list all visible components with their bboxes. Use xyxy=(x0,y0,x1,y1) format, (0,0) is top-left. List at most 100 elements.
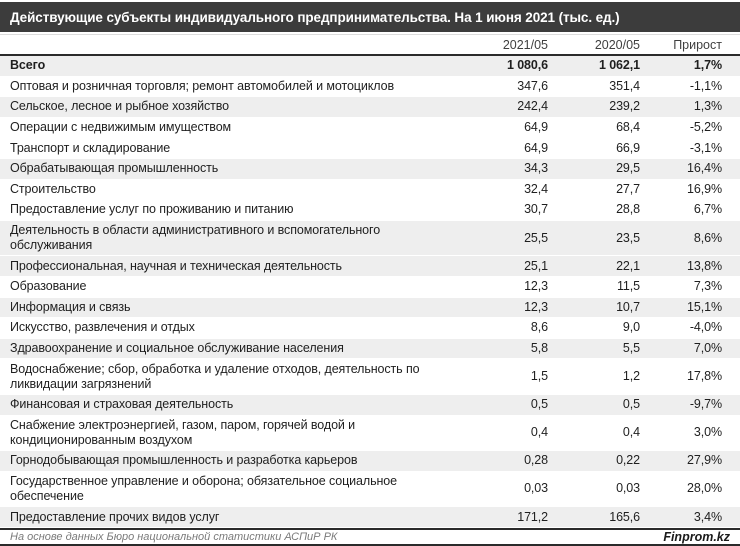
value-growth: 27,9% xyxy=(687,453,722,468)
value-growth: -3,1% xyxy=(689,140,722,155)
data-table: Всего 1 080,6 1 062,1 1,7% Оптовая и роз… xyxy=(0,56,740,530)
value-2020-05: 66,9 xyxy=(616,140,640,155)
table-row: Государственное управление и оборона; об… xyxy=(0,472,740,508)
row-label: Профессиональная, научная и техническая … xyxy=(10,258,342,273)
row-label: Образование xyxy=(10,279,87,294)
value-growth: 7,0% xyxy=(693,341,722,356)
table-row: Предоставление услуг по проживанию и пит… xyxy=(0,200,740,221)
value-growth: 3,0% xyxy=(693,425,722,440)
value-2020-05: 23,5 xyxy=(616,230,640,245)
value-growth: -5,2% xyxy=(689,120,722,135)
table-row: Оптовая и розничная торговля; ремонт авт… xyxy=(0,77,740,98)
value-2021-05: 5,8 xyxy=(530,341,548,356)
value-growth: -4,0% xyxy=(689,320,722,335)
value-growth: 1,3% xyxy=(693,99,722,114)
value-2020-05: 1,2 xyxy=(622,369,640,384)
value-2020-05: 27,7 xyxy=(616,181,640,196)
table-row: Строительство 32,4 27,7 16,9% xyxy=(0,180,740,201)
row-label: Снабжение электроэнергией, газом, паром,… xyxy=(10,417,356,447)
value-2020-05: 11,5 xyxy=(616,279,640,294)
value-2020-05: 0,4 xyxy=(622,425,640,440)
brand-logo-text: Finprom.kz xyxy=(663,529,730,544)
row-label: Информация и связь xyxy=(10,299,131,314)
row-label: Сельское, лесное и рыбное хозяйство xyxy=(10,99,230,114)
value-2020-05: 29,5 xyxy=(616,161,640,176)
table-row: Информация и связь 12,3 10,7 15,1% xyxy=(0,297,740,319)
value-2021-05: 0,4 xyxy=(530,425,548,440)
table-row: Всего 1 080,6 1 062,1 1,7% xyxy=(0,56,740,77)
value-growth: 15,1% xyxy=(687,299,722,314)
row-label: Строительство xyxy=(10,181,96,196)
table-row: Искусство, развлечения и отдых 8,6 9,0 -… xyxy=(0,318,740,339)
value-2020-05: 5,5 xyxy=(622,341,640,356)
value-2021-05: 0,28 xyxy=(524,453,548,468)
row-label: Предоставление прочих видов услуг xyxy=(10,509,220,524)
table-row: Сельское, лесное и рыбное хозяйство 242,… xyxy=(0,97,740,118)
row-label: Здравоохранение и социальное обслуживани… xyxy=(10,341,344,356)
value-2020-05: 28,8 xyxy=(616,202,640,217)
row-label: Финансовая и страховая деятельность xyxy=(10,397,234,412)
row-label: Всего xyxy=(10,58,46,73)
table-row: Операции с недвижимым имуществом 64,9 68… xyxy=(0,118,740,139)
table-row: Финансовая и страховая деятельность 0,5 … xyxy=(0,394,740,416)
value-2020-05: 351,4 xyxy=(609,78,640,93)
table-row: Горнодобывающая промышленность и разрабо… xyxy=(0,451,740,472)
value-growth: -1,1% xyxy=(689,78,722,93)
row-label: Операции с недвижимым имуществом xyxy=(10,120,232,135)
value-2021-05: 1,5 xyxy=(530,369,548,384)
value-2021-05: 64,9 xyxy=(524,120,548,135)
value-growth: 16,9% xyxy=(687,181,722,196)
divider-light xyxy=(0,34,740,35)
value-growth: 28,0% xyxy=(687,481,722,496)
row-label: Горнодобывающая промышленность и разрабо… xyxy=(10,453,358,468)
header-2021-05: 2021/05 xyxy=(502,37,548,52)
value-2021-05: 347,6 xyxy=(517,78,548,93)
row-label: Обрабатывающая промышленность xyxy=(10,161,219,176)
value-growth: 1,7% xyxy=(693,58,722,73)
value-growth: 16,4% xyxy=(687,161,722,176)
value-2020-05: 165,6 xyxy=(609,509,640,524)
value-2020-05: 68,4 xyxy=(616,120,640,135)
table-row: Профессиональная, научная и техническая … xyxy=(0,256,740,277)
row-label: Транспорт и складирование xyxy=(10,140,171,155)
value-2021-05: 12,3 xyxy=(524,279,548,294)
value-2020-05: 239,2 xyxy=(609,99,640,114)
value-2020-05: 1 062,1 xyxy=(598,58,640,73)
value-growth: 13,8% xyxy=(687,258,722,273)
value-2020-05: 22,1 xyxy=(616,258,640,273)
table-row: Снабжение электроэнергией, газом, паром,… xyxy=(0,416,740,452)
data-source-note: На основе данных Бюро национальной стати… xyxy=(10,530,338,543)
value-2021-05: 25,1 xyxy=(524,258,548,273)
row-label: Предоставление услуг по проживанию и пит… xyxy=(10,202,294,217)
value-2021-05: 1 080,6 xyxy=(506,58,548,73)
value-growth: 7,3% xyxy=(693,279,722,294)
value-2020-05: 0,03 xyxy=(616,481,640,496)
value-2021-05: 64,9 xyxy=(524,140,548,155)
value-growth: 3,4% xyxy=(693,509,722,524)
value-2021-05: 32,4 xyxy=(524,181,548,196)
table-row: Деятельность в области административного… xyxy=(0,220,740,257)
value-2021-05: 8,6 xyxy=(530,320,548,335)
value-growth: 8,6% xyxy=(693,230,722,245)
value-2021-05: 242,4 xyxy=(517,99,548,114)
title-bar: Действующие субъекты индивидуального пре… xyxy=(0,2,740,32)
value-2021-05: 0,03 xyxy=(524,481,548,496)
page-title: Действующие субъекты индивидуального пре… xyxy=(10,9,620,25)
value-growth: -9,7% xyxy=(689,397,722,412)
row-label: Водоснабжение; сбор, обработка и удалени… xyxy=(10,361,420,391)
column-headers: 2021/05 2020/05 Прирост xyxy=(0,35,740,56)
value-2021-05: 12,3 xyxy=(524,299,548,314)
value-2021-05: 171,2 xyxy=(517,509,548,524)
value-growth: 6,7% xyxy=(693,202,722,217)
value-growth: 17,8% xyxy=(687,369,722,384)
row-label: Искусство, развлечения и отдых xyxy=(10,320,195,335)
value-2020-05: 9,0 xyxy=(622,320,640,335)
row-label: Деятельность в области административного… xyxy=(10,223,381,253)
table-row: Образование 12,3 11,5 7,3% xyxy=(0,277,740,298)
header-2020-05: 2020/05 xyxy=(594,37,640,52)
row-label: Оптовая и розничная торговля; ремонт авт… xyxy=(10,78,394,93)
value-2021-05: 34,3 xyxy=(524,161,548,176)
value-2020-05: 0,5 xyxy=(622,397,640,412)
value-2020-05: 0,22 xyxy=(616,453,640,468)
